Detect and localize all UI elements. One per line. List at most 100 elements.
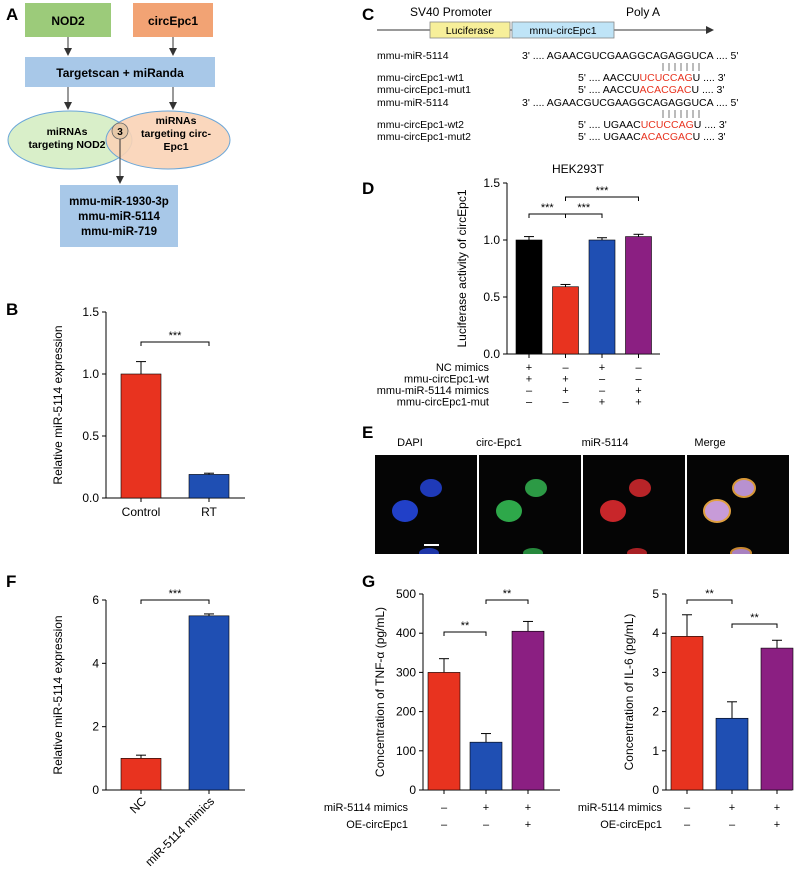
- micro-label-merge: Merge: [694, 437, 726, 449]
- g1-ytick-label-5: 500: [396, 587, 416, 601]
- ellipse-left-line2: targeting NOD2: [28, 139, 105, 151]
- g2-cond-label-1: OE-circEpc1: [600, 819, 662, 831]
- f-sig-label-0: ***: [169, 588, 183, 600]
- g2-cond-1-1: –: [729, 819, 736, 831]
- d-ytick-label-1: 0.5: [483, 290, 500, 304]
- seq-name-1: mmu-circEpc1-wt1: [377, 72, 464, 84]
- d-bar-1: [552, 286, 579, 355]
- seq-name-4: mmu-circEpc1-wt2: [377, 119, 464, 131]
- seq-text-4: 5' .... UGAACUCUCCAGU .... 3': [578, 119, 727, 131]
- overlap-count: 3: [117, 127, 123, 138]
- seq-pre-5: 5' .... UGAAC: [578, 131, 641, 143]
- seq-name-3: mmu-miR-5114: [377, 97, 449, 109]
- f-ylabel: Relative miR-5114 expression: [51, 615, 65, 774]
- d-ytick-label-0: 0.0: [483, 347, 500, 361]
- g2-ytick-label-5: 5: [652, 587, 659, 601]
- seq-text-1: 5' .... AACCUUCUCCAGU .... 3': [578, 72, 726, 84]
- panel-letter-f: F: [6, 572, 16, 591]
- targetscan-box: [25, 57, 215, 87]
- luciferase-label: Luciferase: [446, 25, 495, 37]
- seq-pre-4: 5' .... UGAAC: [578, 119, 641, 131]
- ellipse-circ-targets: [105, 110, 231, 170]
- green-cell-1: [496, 500, 522, 522]
- g2-sig-label-0: **: [705, 588, 714, 600]
- g1-sig-label-0: **: [461, 620, 470, 632]
- d-sig-bracket-2: [565, 196, 639, 201]
- g1-cond-1-1: –: [483, 819, 490, 831]
- b-ytick-label-1: 0.5: [82, 429, 99, 443]
- seq-site-4: UCUCCAG: [641, 119, 694, 131]
- merge-cell-2: [732, 478, 756, 498]
- micro-image-dapi: [375, 455, 477, 554]
- luciferase-box: [429, 21, 511, 39]
- seq-pre-0: 3' .... AGAACGUCGAAGGCAGAGGUCA .... 5': [522, 50, 738, 62]
- seq-site-2: ACACGAC: [640, 84, 692, 96]
- micro-image-circepc1: [479, 455, 581, 554]
- d-cond-0-2: +: [599, 362, 605, 374]
- seq-text-0: 3' .... AGAACGUCGAAGGCAGAGGUCA .... 5': [522, 50, 738, 62]
- f-sig-bracket-0: [140, 599, 210, 604]
- panel-c-constructs: SV40 Promoter Poly A Luciferase mmu-circ…: [377, 5, 738, 143]
- d-cond-2-0: –: [526, 385, 533, 397]
- f-xlabel-0: NC: [127, 794, 149, 816]
- ellipse-right-line1: miRNAs: [156, 115, 197, 127]
- panel-letter-b: B: [6, 300, 18, 319]
- chart-g-tnf: 0 100 200 300 400 500 Concentration of TNF-α (…: [324, 587, 560, 831]
- green-cell-3: [523, 548, 543, 554]
- d-ytick-label-3: 1.5: [483, 176, 500, 190]
- micro-dapi-svg: [392, 479, 442, 554]
- f-bar-1: [188, 615, 230, 791]
- seq-site-1: UCUCCAG: [640, 72, 693, 84]
- seq-post-4: U .... 3': [694, 119, 727, 131]
- sequence-rows: mmu-miR-5114 3' .... AGAACGUCGAAGGCAGAGGU…: [377, 50, 738, 143]
- b-xlabel-1: RT: [201, 505, 217, 519]
- g2-cond-1-2: +: [774, 819, 780, 831]
- g2-bar-2: [760, 647, 794, 791]
- seq-pre-1: 5' .... AACCU: [578, 72, 640, 84]
- d-sig-bracket-0: [528, 213, 566, 218]
- seq-post-2: U .... 3': [691, 84, 724, 96]
- f-xlabel-1: miR-5114 mimics: [142, 794, 217, 869]
- micro-merge-svg: [703, 478, 756, 554]
- b-ytick-label-3: 1.5: [82, 305, 99, 319]
- d-cond-label-1: mmu-circEpc1-wt: [404, 374, 489, 386]
- panel-letter-g: G: [362, 572, 375, 591]
- b-ytick-label-2: 1.0: [82, 367, 99, 381]
- g2-sig-bracket-0: [686, 599, 733, 604]
- seq-text-3: 3' .... AGAACGUCGAAGGCAGAGGUCA .... 5': [522, 97, 738, 109]
- ellipse-right-line3: Epc1: [163, 141, 188, 153]
- d-sig-label-0: ***: [541, 202, 555, 214]
- micro-label-circepc1: circ-Epc1: [476, 437, 522, 449]
- g2-bar-0: [670, 636, 704, 791]
- g2-bar-1: [715, 717, 749, 791]
- polya-label: Poly A: [626, 5, 660, 19]
- d-cond-3-0: –: [526, 397, 533, 409]
- panel-letter-d: D: [362, 179, 374, 198]
- ellipse-right-line2: targeting circ-: [141, 128, 212, 140]
- result-mirna-3: mmu-miR-719: [81, 226, 157, 238]
- d-cond-3-1: –: [562, 397, 569, 409]
- d-cond-0-3: –: [635, 362, 642, 374]
- ellipse-left-line1: miRNAs: [47, 126, 88, 138]
- nod2-box: [25, 3, 111, 37]
- g1-bar-2: [511, 630, 545, 791]
- g1-cond-0-0: –: [441, 802, 448, 814]
- dapi-cell-3: [419, 548, 439, 554]
- chart-f: 0 2 4 6 Relative miR-5114 expression NCmiR-51…: [51, 588, 245, 869]
- f-ytick-label-1: 2: [92, 720, 99, 734]
- d-cond-3-3: +: [635, 397, 641, 409]
- micro-image-mir5114: [583, 455, 685, 554]
- g1-sig-label-1: **: [503, 588, 512, 600]
- g1-ylabel: Concentration of TNF-α (pg/mL): [373, 607, 387, 777]
- chart-d: 0.0 0.5 1.0 1.5 Luciferase activity of circE…: [377, 162, 660, 409]
- circepc1-box-label: circEpc1: [148, 14, 198, 28]
- b-xlabel-0: Control: [122, 505, 161, 519]
- g1-cond-0-1: +: [483, 802, 489, 814]
- circepc1-construct-box: [511, 21, 615, 39]
- g1-cond-label-1: OE-circEpc1: [346, 819, 408, 831]
- g2-sig-label-1: **: [750, 612, 759, 624]
- promoter-label: SV40 Promoter: [410, 5, 492, 19]
- micro-image-merge: [687, 455, 789, 554]
- b-ytick-label-0: 0.0: [82, 491, 99, 505]
